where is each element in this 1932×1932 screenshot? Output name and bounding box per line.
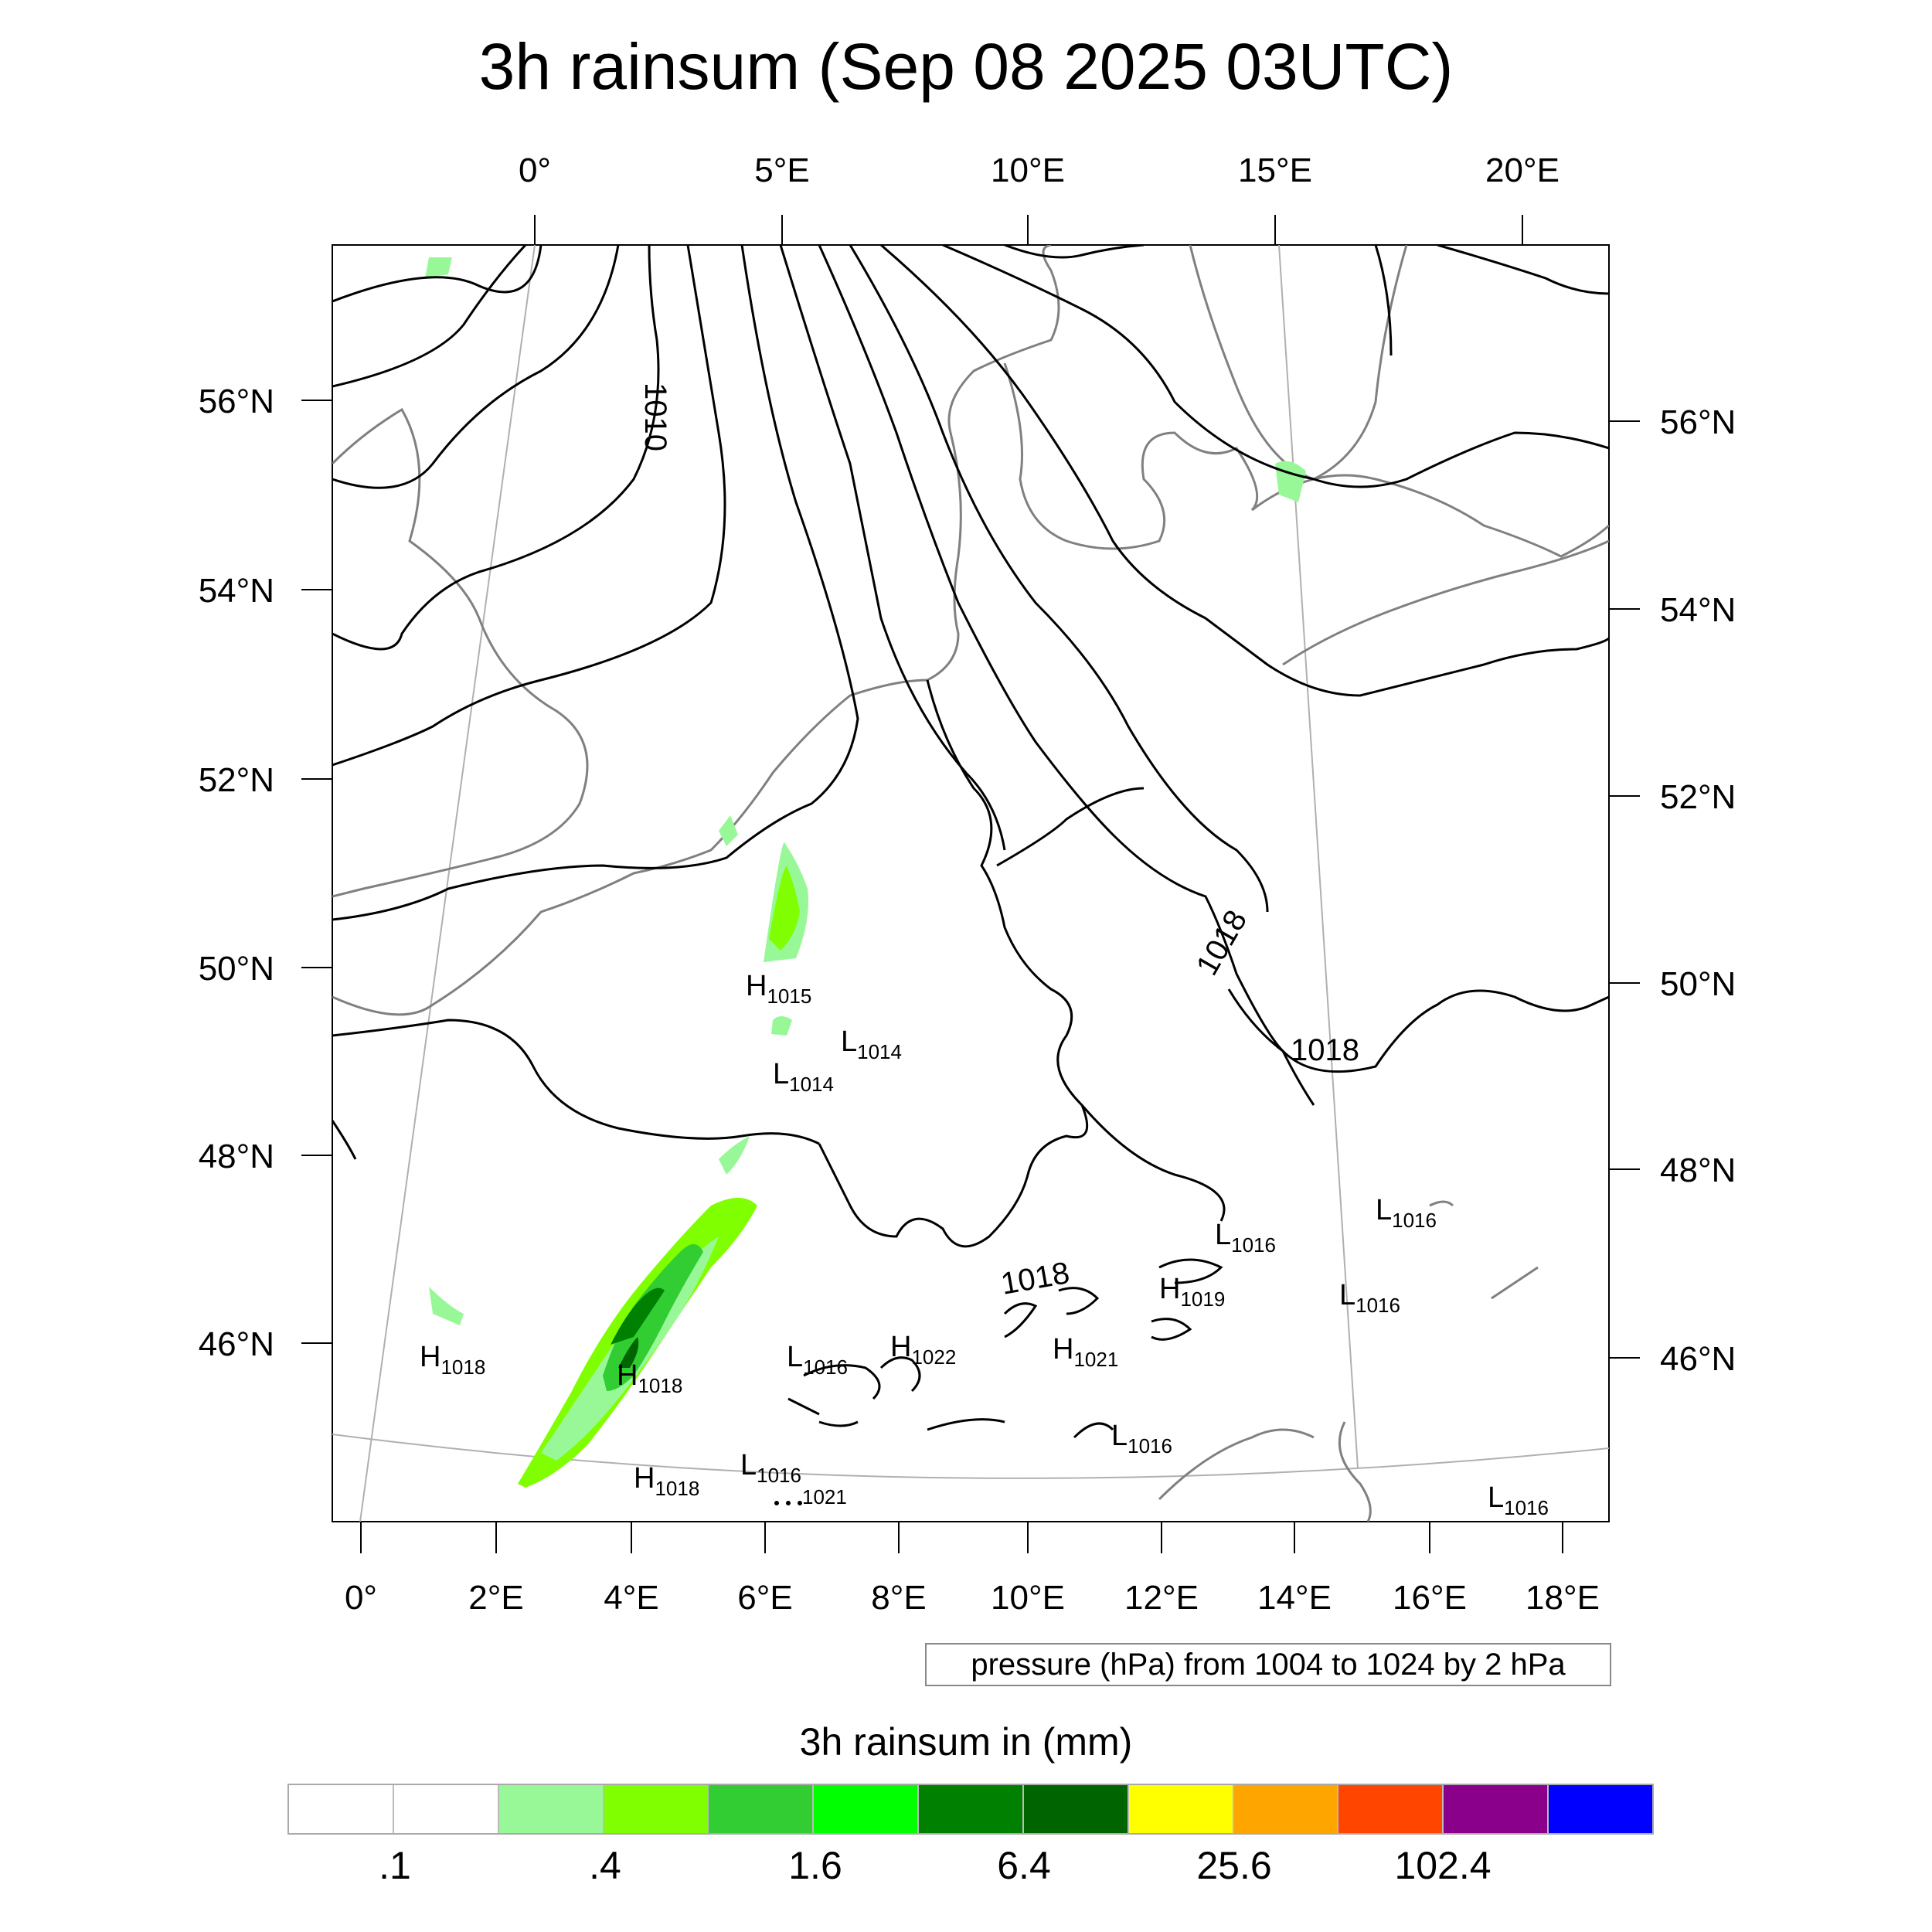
colorbar-cell [1338, 1785, 1444, 1833]
bottom-lon-label: 4°E [604, 1579, 658, 1617]
pressure-center-h1021: H1021 [1053, 1333, 1118, 1371]
left-lat-label: 48°N [199, 1138, 274, 1175]
pressure-center-l1016-a: L1016 [787, 1341, 848, 1379]
right-latitude-labels: 56°N 54°N 52°N 50°N 48°N 46°N [1660, 403, 1736, 1378]
left-latitude-labels: 56°N 54°N 52°N 50°N 48°N 46°N [199, 383, 274, 1363]
colorbar-cell [1128, 1785, 1234, 1833]
colorbar [287, 1784, 1654, 1835]
map-title: 3h rainsum (Sep 08 2025 03UTC) [478, 30, 1454, 103]
right-lat-label: 54°N [1660, 591, 1736, 629]
colorbar-label: 102.4 [1394, 1844, 1492, 1887]
fragment-label-1021: 1021 [802, 1485, 847, 1509]
colorbar-cell [1444, 1785, 1549, 1833]
top-lon-label: 10°E [991, 151, 1065, 189]
left-lat-label: 56°N [199, 383, 274, 420]
rain-areas [425, 257, 1306, 1488]
colorbar-cell [814, 1785, 920, 1833]
top-lon-label: 0° [519, 151, 551, 189]
pressure-center-h1022: H1022 [890, 1331, 956, 1369]
colorbar-label: .4 [589, 1844, 621, 1887]
pressure-center-l1016-g: L1016 [1488, 1481, 1549, 1519]
map-frame [332, 244, 1610, 1522]
colorbar-cell [1233, 1785, 1339, 1833]
left-lat-label: 52°N [199, 761, 274, 799]
colorbar-cell [1023, 1785, 1129, 1833]
bottom-lon-label: 16°E [1393, 1579, 1467, 1617]
bottom-longitude-labels: 0° 2°E 4°E 6°E 8°E 10°E 12°E 14°E 16°E 1… [345, 1579, 1600, 1617]
pressure-center-h1018-c: H1018 [634, 1462, 699, 1500]
right-lat-label: 56°N [1660, 403, 1736, 441]
colorbar-title: 3h rainsum in (mm) [799, 1720, 1133, 1764]
colorbar-label: 25.6 [1196, 1844, 1272, 1887]
pressure-centers: H1015 L1014 L1014 H1018 H1018 H1018 L101… [420, 970, 1549, 1519]
right-lat-label: 48°N [1660, 1151, 1736, 1189]
bottom-lon-label: 6°E [737, 1579, 792, 1617]
bottom-lon-label: 2°E [468, 1579, 523, 1617]
bottom-lon-label: 10°E [991, 1579, 1065, 1617]
pressure-center-h1018-b: H1018 [617, 1359, 682, 1397]
colorbar-cell [709, 1785, 815, 1833]
pressure-center-h1019: H1019 [1159, 1273, 1225, 1311]
left-lat-label: 50°N [199, 950, 274, 988]
bottom-lon-label: 12°E [1124, 1579, 1199, 1617]
colorbar-cell [393, 1785, 499, 1833]
pressure-center-l1016-b: L1016 [740, 1449, 801, 1487]
colorbar-label: 1.6 [788, 1844, 842, 1887]
isobars [332, 245, 1609, 1439]
right-lat-label: 46°N [1660, 1340, 1736, 1378]
pressure-center-h1018-a: H1018 [420, 1341, 485, 1379]
top-lon-label: 20°E [1485, 151, 1560, 189]
pressure-center-l1014-a: L1014 [841, 1026, 902, 1063]
pressure-note: pressure (hPa) from 1004 to 1024 by 2 hP… [925, 1643, 1611, 1686]
isobar-label-1010: 1010 [638, 383, 672, 451]
isobar-label-1018-b: 1018 [1291, 1033, 1359, 1067]
colorbar-cell [289, 1785, 394, 1833]
colorbar-cell [498, 1785, 604, 1833]
tick-marks [301, 215, 1640, 1553]
graticule [332, 245, 1609, 1522]
left-lat-label: 54°N [199, 572, 274, 610]
right-lat-label: 50°N [1660, 965, 1736, 1003]
colorbar-label: 6.4 [997, 1844, 1051, 1887]
coastlines [332, 245, 1609, 1522]
top-lon-label: 15°E [1238, 151, 1312, 189]
colorbar-label: .1 [379, 1844, 411, 1887]
left-lat-label: 46°N [199, 1325, 274, 1363]
colorbar-cell [919, 1785, 1024, 1833]
fragment-dots [774, 1501, 802, 1505]
right-lat-label: 52°N [1660, 778, 1736, 816]
top-longitude-labels: 0° 5°E 10°E 15°E 20°E [519, 151, 1560, 189]
bottom-lon-label: 18°E [1526, 1579, 1600, 1617]
pressure-center-l1016-e: L1016 [1339, 1279, 1400, 1317]
bottom-lon-label: 14°E [1257, 1579, 1332, 1617]
colorbar-cell [1549, 1785, 1652, 1833]
pressure-center-l1016-c: L1016 [1215, 1219, 1276, 1257]
top-lon-label: 5°E [754, 151, 809, 189]
pressure-center-l1014-b: L1014 [773, 1058, 834, 1096]
colorbar-cell [604, 1785, 709, 1833]
bottom-lon-label: 8°E [871, 1579, 926, 1617]
pressure-center-l1016-f: L1016 [1111, 1420, 1172, 1458]
pressure-center-l1016-d: L1016 [1376, 1194, 1437, 1232]
pressure-center-h1015: H1015 [746, 970, 811, 1008]
bottom-lon-label: 0° [345, 1579, 377, 1617]
